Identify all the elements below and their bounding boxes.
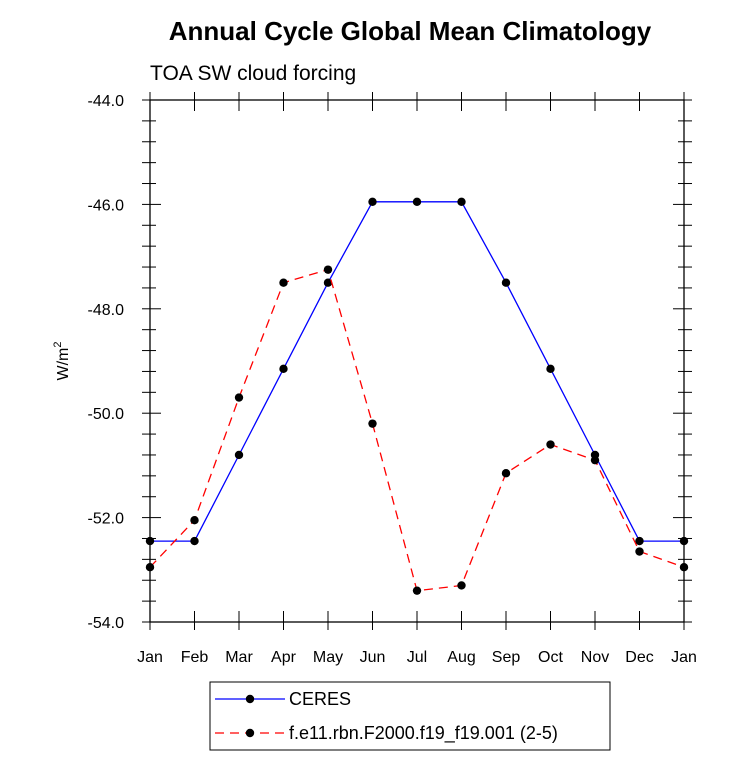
x-tick-label: Jan [137, 649, 163, 666]
data-point-series-0 [145, 536, 155, 546]
data-point-series-1 [635, 547, 644, 556]
data-point-series-1 [457, 581, 466, 590]
x-tick-label: Apr [271, 649, 297, 666]
data-point-series-0 [234, 450, 244, 460]
data-point-series-1 [679, 562, 689, 572]
x-axis: Jan Feb Mar Apr May Jun Jul Aug Sep Oct Nov Dec Jan [137, 92, 697, 666]
y-tick-label: -50.0 [88, 406, 125, 423]
y-tick-label: -54.0 [88, 615, 125, 632]
legend-marker-ceres [245, 694, 255, 704]
data-point-series-1 [323, 265, 333, 274]
series-layer [145, 197, 689, 595]
series-line-1 [149, 268, 685, 592]
x-tick-label: Sep [492, 649, 521, 666]
legend-label-ceres: CERES [289, 689, 351, 709]
y-axis: -54.0 -52.0 -50.0 -48.0 -46.0 -44.0 [88, 93, 692, 632]
data-point-series-1 [368, 419, 377, 428]
legend-marker-model [245, 728, 255, 738]
data-point-series-1 [590, 455, 600, 465]
data-point-series-1 [279, 278, 288, 287]
data-point-series-1 [412, 586, 422, 595]
x-tick-label: Oct [538, 649, 563, 666]
data-point-series-0 [679, 536, 689, 546]
x-tick-label: Feb [181, 649, 209, 666]
x-tick-label: Dec [625, 649, 653, 666]
series-line-0 [150, 201, 684, 542]
y-tick-label: -44.0 [88, 93, 125, 110]
chart-subtitle: TOA SW cloud forcing [150, 62, 356, 85]
data-point-series-0 [323, 278, 333, 287]
x-tick-label: Jul [407, 649, 427, 666]
data-point-series-0 [368, 197, 377, 206]
x-tick-label: Jan [671, 649, 697, 666]
x-tick-label: May [313, 649, 343, 666]
data-point-series-0 [457, 197, 466, 206]
y-axis-label: W/m2 [52, 342, 72, 381]
y-tick-label: -48.0 [88, 302, 125, 319]
x-tick-label: Nov [581, 649, 609, 666]
data-point-series-1 [546, 440, 555, 449]
data-point-series-1 [501, 469, 511, 478]
legend: CERES f.e11.rbn.F2000.f19_f19.001 (2-5) [209, 681, 611, 751]
chart-title: Annual Cycle Global Mean Climatology [169, 16, 652, 46]
legend-label-model: f.e11.rbn.F2000.f19_f19.001 (2-5) [289, 723, 558, 744]
data-point-series-0 [279, 364, 288, 374]
legend-box [209, 681, 611, 751]
plot-frame [149, 99, 685, 623]
x-tick-label: Jun [360, 649, 386, 666]
y-tick-label: -46.0 [88, 197, 125, 214]
data-point-series-0 [546, 364, 555, 374]
y-tick-label: -52.0 [88, 511, 125, 528]
data-point-series-0 [190, 536, 199, 546]
data-point-series-1 [190, 516, 199, 525]
data-point-series-1 [234, 393, 244, 402]
x-tick-label: Mar [225, 649, 253, 666]
data-point-series-1 [145, 562, 155, 572]
data-point-series-0 [412, 197, 422, 206]
data-point-series-0 [501, 278, 511, 287]
data-point-series-0 [635, 536, 644, 546]
x-tick-label: Aug [447, 649, 475, 666]
